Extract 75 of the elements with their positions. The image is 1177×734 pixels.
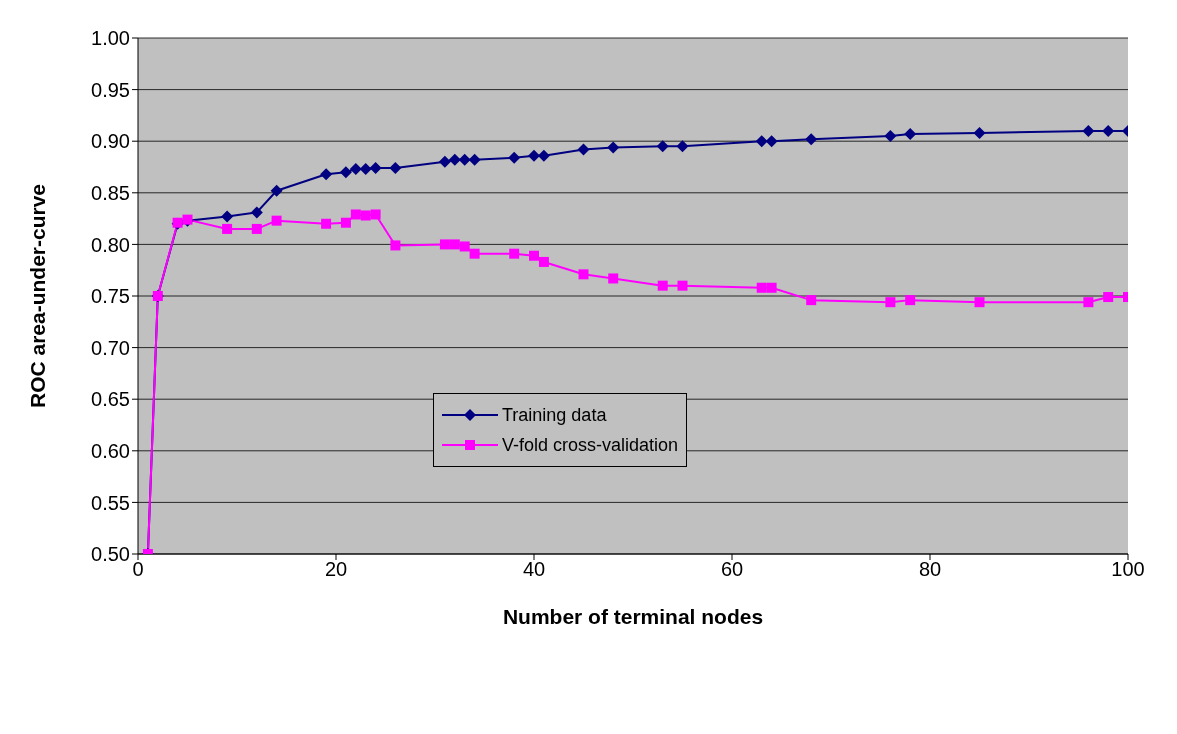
y-tick-label: 1.00	[91, 27, 130, 50]
y-tick-label: 0.65	[91, 388, 130, 411]
point	[905, 295, 916, 306]
point	[390, 240, 401, 251]
point	[656, 140, 669, 153]
point	[766, 282, 777, 293]
y-tick-label: 0.85	[91, 181, 130, 204]
point	[459, 241, 470, 252]
point	[320, 168, 333, 181]
point	[1083, 297, 1094, 308]
point	[1103, 292, 1114, 303]
point	[221, 210, 234, 223]
y-tick-label: 0.50	[91, 543, 130, 566]
point	[250, 206, 263, 219]
point	[438, 155, 451, 168]
point	[370, 209, 381, 220]
point	[449, 239, 460, 250]
point	[607, 141, 620, 154]
point	[321, 218, 332, 229]
point	[360, 210, 371, 221]
point	[578, 269, 589, 280]
point	[765, 135, 778, 148]
point	[339, 166, 352, 179]
point	[973, 126, 986, 139]
x-tick-label: 20	[324, 558, 348, 581]
y-tick-label: 0.55	[91, 491, 130, 514]
y-tick-label: 0.95	[91, 78, 130, 101]
x-axis-title: Number of terminal nodes	[502, 605, 764, 628]
point	[349, 163, 362, 176]
point	[222, 223, 233, 234]
x-tick-label: 0	[132, 558, 144, 581]
point	[389, 162, 402, 175]
point	[904, 127, 917, 140]
point	[528, 149, 540, 162]
y-tick-label: 0.90	[91, 130, 130, 153]
point	[439, 239, 450, 250]
legend-label: V-fold cross-validation	[502, 434, 679, 456]
point	[577, 143, 590, 156]
point	[340, 217, 351, 228]
legend-label: Training data	[502, 404, 607, 426]
point	[350, 209, 361, 220]
y-tick-label: 0.60	[91, 439, 130, 462]
x-tick-label: 60	[720, 558, 744, 581]
point	[805, 133, 818, 146]
point	[359, 163, 372, 176]
point	[884, 130, 897, 143]
point	[458, 153, 471, 166]
point	[468, 153, 481, 166]
point	[538, 256, 549, 267]
point	[508, 151, 521, 164]
point	[1082, 124, 1095, 137]
point	[676, 140, 689, 153]
point	[270, 184, 283, 197]
point	[974, 297, 985, 308]
point	[677, 280, 688, 291]
point	[448, 153, 461, 166]
point	[755, 135, 768, 148]
y-axis-title: ROC area-under-curve	[26, 183, 50, 409]
point	[885, 297, 896, 308]
point	[756, 282, 767, 293]
point	[271, 215, 282, 226]
point	[657, 280, 668, 291]
y-tick-label: 0.75	[91, 285, 130, 308]
x-tick-label: 100	[1111, 558, 1145, 581]
point	[806, 295, 817, 306]
point	[369, 162, 382, 175]
point	[529, 250, 539, 261]
point	[251, 223, 262, 234]
y-tick-label: 0.70	[91, 336, 130, 359]
x-tick-label: 80	[918, 558, 942, 581]
y-tick-label: 0.80	[91, 233, 130, 256]
point	[608, 273, 619, 284]
point	[469, 248, 480, 259]
point	[509, 248, 520, 259]
x-tick-label: 40	[522, 558, 546, 581]
